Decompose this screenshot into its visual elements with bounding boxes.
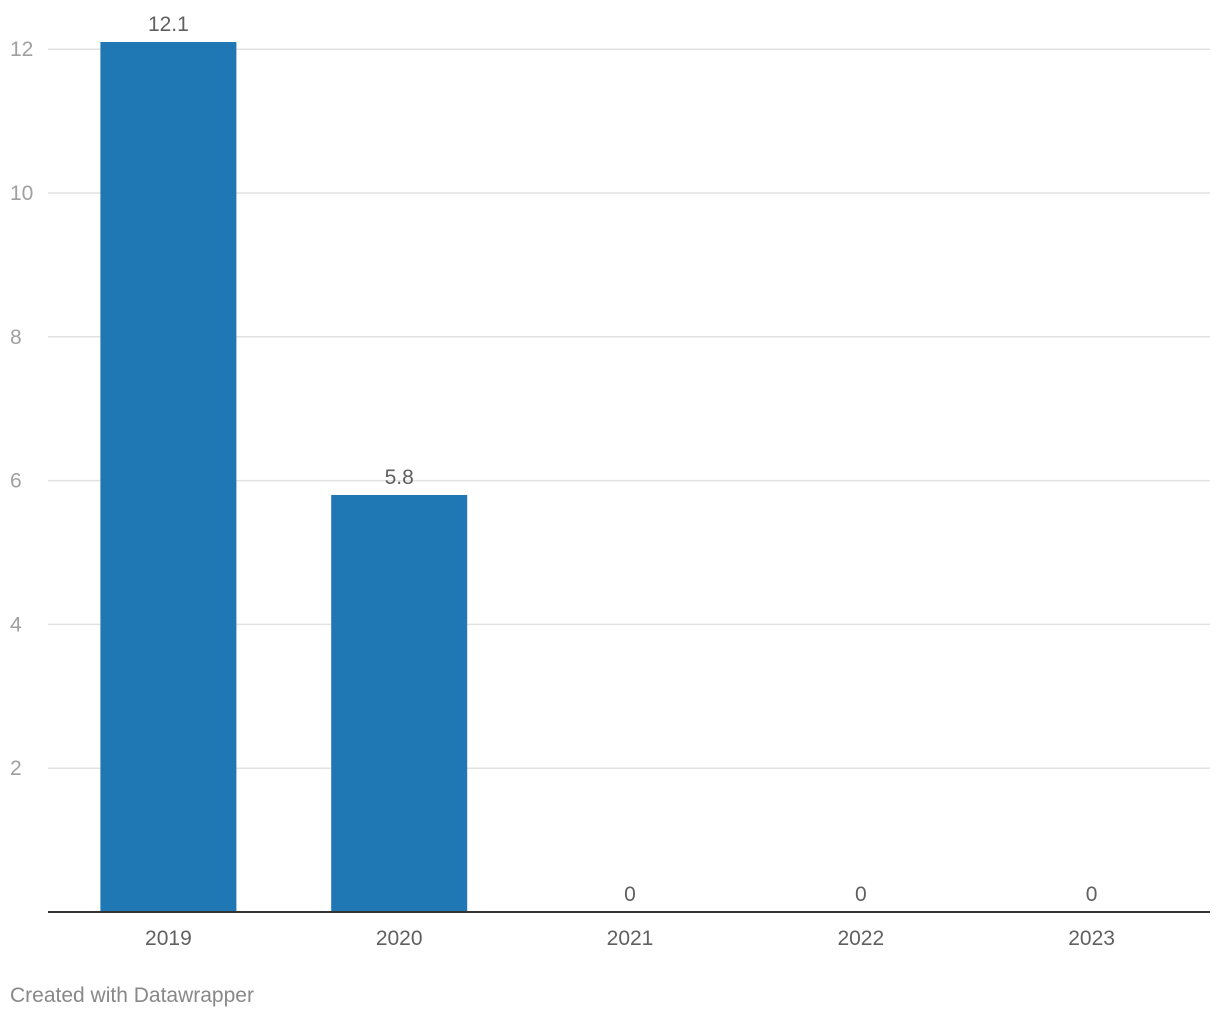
- bar-value-labels: 12.1 5.8 0 0 0: [148, 13, 1097, 906]
- bar-chart: 2 4 6 8 10 12 12.1 5.8 0 0 0 2019 2020 2021 2022 2023: [10, 13, 1210, 950]
- x-tick-label-2022: 2022: [837, 927, 884, 950]
- bar-value-label-2022: 0: [855, 883, 867, 906]
- y-tick-label-4: 4: [10, 613, 22, 636]
- y-tick-label-10: 10: [10, 182, 33, 205]
- y-tick-label-2: 2: [10, 757, 22, 780]
- credit-footer: Created with Datawrapper: [10, 984, 254, 1007]
- bar-2019: [100, 42, 237, 912]
- x-tick-label-2021: 2021: [607, 927, 654, 950]
- gridlines: [48, 48, 1210, 769]
- bar-2020: [331, 494, 468, 912]
- bar-value-label-2021: 0: [624, 883, 636, 906]
- x-tick-label-2023: 2023: [1068, 927, 1115, 950]
- x-axis-ticks: 2019 2020 2021 2022 2023: [145, 927, 1115, 950]
- bar-value-label-2020: 5.8: [385, 466, 414, 489]
- y-tick-label-6: 6: [10, 470, 22, 493]
- x-tick-label-2019: 2019: [145, 927, 192, 950]
- bar-value-label-2019: 12.1: [148, 13, 189, 36]
- bars: [100, 42, 468, 912]
- bar-value-label-2023: 0: [1086, 883, 1098, 906]
- y-tick-label-12: 12: [10, 38, 33, 61]
- y-tick-label-8: 8: [10, 326, 22, 349]
- x-tick-label-2020: 2020: [376, 927, 423, 950]
- y-axis-ticks: 2 4 6 8 10 12: [10, 38, 33, 780]
